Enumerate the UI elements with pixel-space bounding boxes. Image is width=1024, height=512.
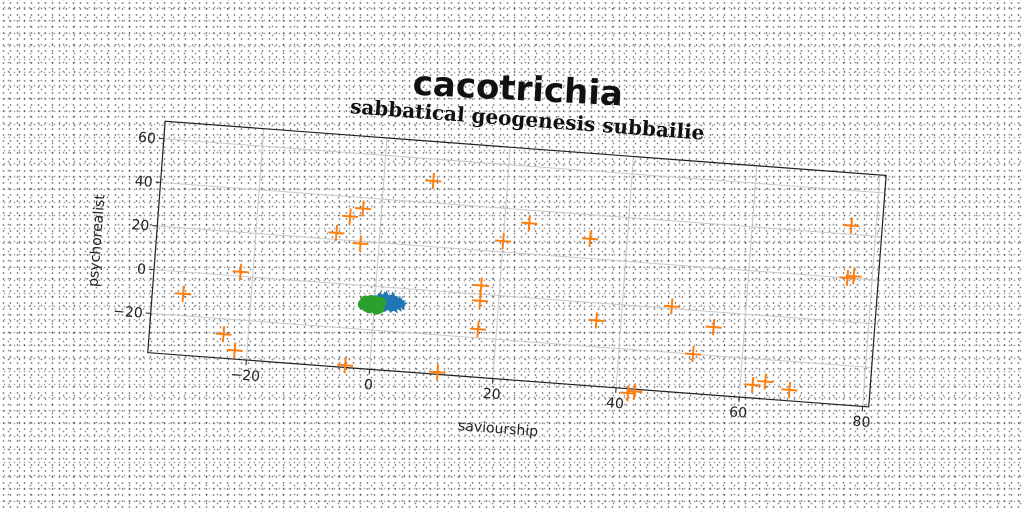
x-grid-line bbox=[862, 174, 881, 407]
x-tick-label: 60 bbox=[729, 404, 748, 421]
x-tick-label: 0 bbox=[363, 377, 373, 394]
y-tick-label: 40 bbox=[134, 173, 153, 190]
y-tick-label: 0 bbox=[136, 261, 146, 278]
plus-point bbox=[328, 224, 345, 241]
plus-point bbox=[175, 285, 192, 302]
plus-point bbox=[663, 298, 680, 315]
plus-point bbox=[472, 292, 489, 309]
plus-point bbox=[845, 268, 862, 285]
y-tick-label: −20 bbox=[113, 304, 144, 322]
plus-point bbox=[582, 230, 599, 247]
plus-point bbox=[352, 235, 369, 252]
plus-point bbox=[843, 217, 860, 234]
plus-point bbox=[215, 326, 232, 343]
x-axis-label: saviourship bbox=[457, 418, 538, 440]
y-grid-line bbox=[150, 312, 872, 369]
x-grid-line bbox=[245, 128, 265, 361]
plus-point bbox=[626, 383, 643, 400]
plus-point bbox=[588, 312, 605, 329]
circle-point bbox=[371, 303, 383, 315]
plus-point bbox=[757, 373, 774, 390]
plus-point bbox=[337, 357, 354, 374]
x-grid-line bbox=[615, 156, 634, 388]
plot-area: −20 0 20 40 60 80 −20 0 20 40 60 bbox=[113, 120, 887, 431]
x-grid-line bbox=[738, 165, 758, 398]
plus-point bbox=[429, 364, 446, 381]
plot-frame bbox=[147, 120, 887, 408]
plus-point bbox=[469, 321, 487, 338]
plus-point bbox=[425, 172, 442, 190]
plus-point bbox=[684, 346, 702, 363]
star-point bbox=[382, 296, 397, 310]
plus-point bbox=[705, 319, 722, 336]
plus-point bbox=[473, 277, 490, 294]
x-tick-label: 40 bbox=[605, 395, 624, 412]
star-point bbox=[387, 300, 401, 314]
y-grid-line bbox=[153, 269, 876, 325]
y-tick-label: 60 bbox=[137, 130, 156, 147]
x-tick-label: −20 bbox=[230, 367, 261, 385]
plus-point bbox=[781, 381, 798, 398]
plus-point bbox=[744, 376, 761, 393]
x-grid-line bbox=[492, 147, 511, 379]
x-tick-label: 80 bbox=[852, 414, 871, 431]
y-grid-line bbox=[163, 138, 885, 194]
plus-point bbox=[495, 233, 512, 250]
y-grid-line bbox=[157, 225, 879, 281]
plus-point bbox=[232, 263, 249, 280]
plus-point bbox=[355, 200, 372, 217]
y-tick-label: 20 bbox=[131, 217, 150, 234]
plus-point bbox=[226, 342, 243, 359]
plus-point bbox=[521, 215, 538, 232]
y-grid-line bbox=[160, 181, 882, 238]
y-axis-label: psychorealist bbox=[86, 193, 109, 287]
circle-point bbox=[365, 294, 377, 306]
x-tick-label: 20 bbox=[482, 386, 501, 403]
x-grid-line bbox=[369, 137, 388, 370]
plus-point bbox=[342, 208, 359, 225]
